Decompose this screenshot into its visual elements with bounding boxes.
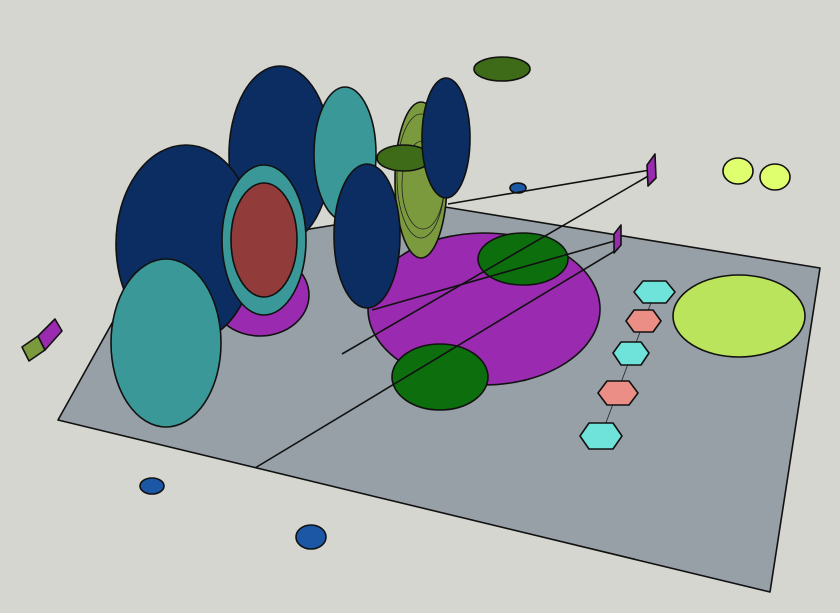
hexagon-2[interactable] [625,309,662,333]
hexagon-chain[interactable] [579,280,676,450]
hexagon-4[interactable] [597,380,639,406]
navy-disc-back-right[interactable] [421,77,471,199]
navy-disc-middle[interactable] [333,163,401,309]
magenta-flag-lower[interactable] [613,224,622,254]
left-tab-marker[interactable] [21,318,63,362]
green-ellipse-lower[interactable] [391,343,489,411]
teal-ring-disc[interactable] [221,164,307,316]
small-blue-oval-bottom[interactable] [295,524,327,550]
lime-ellipse[interactable] [672,274,806,358]
hexagon-1[interactable] [633,280,676,304]
hexagon-3[interactable] [612,341,650,366]
connector-lines [254,169,651,469]
hexagon-5[interactable] [579,422,623,450]
small-blue-oval-left[interactable] [139,477,165,495]
teal-disc-front[interactable] [110,258,222,428]
green-ellipse-upper[interactable] [477,232,569,286]
magenta-flag-upper[interactable] [646,153,657,187]
floating-green-ellipse-top[interactable] [473,56,531,82]
pale-lime-circle-right[interactable] [759,163,791,191]
pale-lime-circle-left[interactable] [722,157,754,185]
